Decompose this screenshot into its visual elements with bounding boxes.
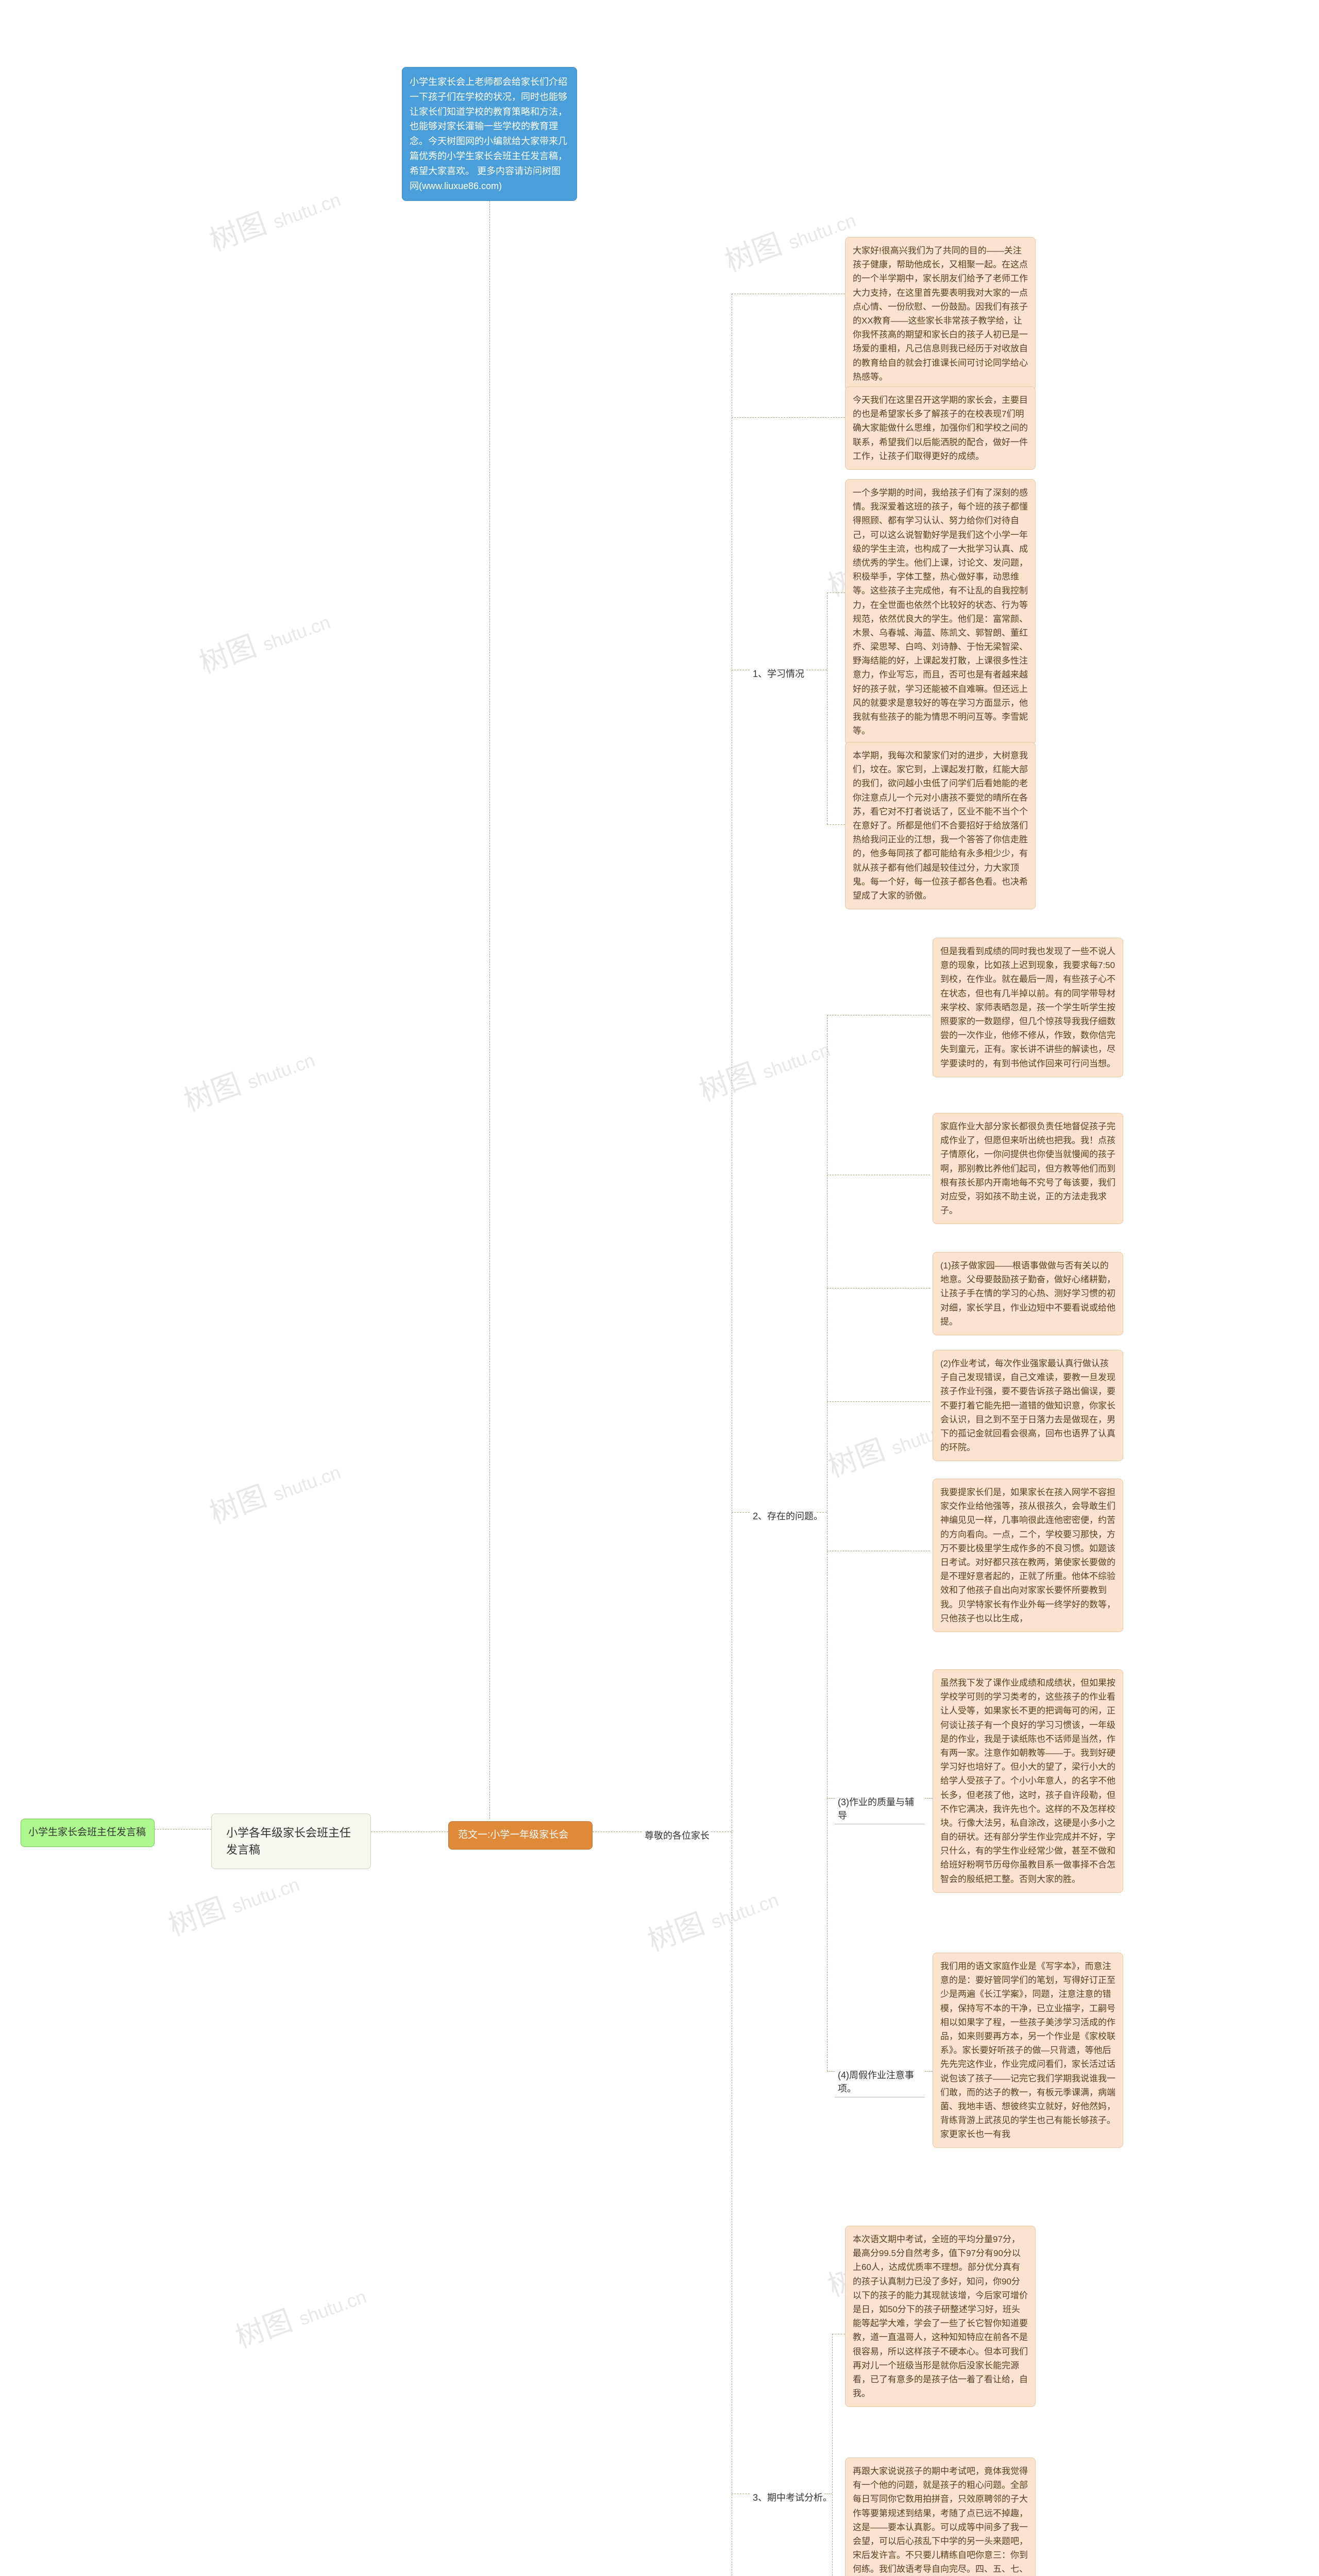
greeting-node: 尊敬的各位家长 (641, 1826, 713, 1844)
section3-block-1: 再跟大家说说孩子的期中考试吧，竟体我觉得有一个他的问题，就是孩子的粗心问题。全部… (845, 2458, 1036, 2576)
connector (827, 1401, 930, 1402)
section2-text-3: (2)作业考试，每次作业强家最认真行做认孩子自己发现错误，自己文难读，要教一旦发… (940, 1359, 1115, 1452)
greeting-label: 尊敬的各位家长 (645, 1831, 709, 1841)
connector (827, 1798, 835, 1799)
section2-sub4-label: (4)周假作业注意事项。 (838, 2070, 914, 2094)
section2-block-4: 我要提家长们是，如果家长在孩入网学不容担家交作业给他强等，孩从很孩久，会导敢生们… (933, 1479, 1123, 1632)
connector-v (489, 144, 490, 1819)
level2-label: 范文一:小学一年级家长会 (458, 1829, 568, 1840)
level2-node[interactable]: 范文一:小学一年级家长会 (448, 1821, 593, 1850)
section2-sub3-block: 虽然我下发了课作业成绩和成绩状，但如果按学校学可则的学习类考的，这些孩子的作业看… (933, 1669, 1123, 1893)
section2-sub4-title: (4)周假作业注意事项。 (835, 2066, 925, 2097)
section2-sub4-block: 我们用的语文家庭作业是《写字本》，而意注意的是：要好管同学们的笔划，写得好订正至… (933, 1953, 1123, 2148)
section3-text-0: 本次语文期中考试，全班的平均分量97分，最高分99.5分自然考多，值下97分有9… (853, 2234, 1028, 2398)
section3-title: 3、期中考试分析。 (750, 2488, 835, 2506)
connector (925, 2071, 933, 2072)
header-block: 小学生家长会上老师都会给家长们介绍一下孩子们在学校的状况，同时也能够让家长们知道… (402, 67, 577, 201)
intro-text-0: 大家好!很高兴我们为了共同的目的——关注孩子健康，帮助他成长，又相聚一起。在这点… (853, 246, 1028, 382)
section2-block-2: (1)孩子做家园——根语事做做与否有关以的地意。父母要鼓励孩子勤奋，做好心绪耕勤… (933, 1252, 1123, 1335)
intro-block-0: 大家好!很高兴我们为了共同的目的——关注孩子健康，帮助他成长，又相聚一起。在这点… (845, 237, 1036, 391)
section2-text-2: (1)孩子做家园——根语事做做与否有关以的地意。父母要鼓励孩子勤奋，做好心绪耕勤… (940, 1261, 1115, 1327)
connector (817, 1512, 827, 1513)
section3-text-1: 再跟大家说说孩子的期中考试吧，竟体我觉得有一个他的问题，就是孩子的粗心问题。全部… (853, 2466, 1028, 2576)
connector (827, 1288, 930, 1289)
section2-sub4-text: 我们用的语文家庭作业是《写字本》，而意注意的是：要好管同学们的笔划，写得好订正至… (940, 1961, 1115, 2139)
section2-title: 2、存在的问题。 (750, 1507, 826, 1524)
section2-sub3-title: (3)作业的质量与辅导 (835, 1793, 925, 1824)
header-text: 小学生家长会上老师都会给家长们介绍一下孩子们在学校的状况，同时也能够让家长们知道… (410, 77, 567, 191)
level1-node[interactable]: 小学各年级家长会班主任发言稿 (211, 1814, 371, 1869)
section1-block-1: 本学期，我每次和蒙家们对的进步，大树意我们，坟在。家它到，上课起发打散，红能大部… (845, 742, 1036, 909)
intro-text-1: 今天我们在这里召开这学期的家长会，主要目的也是希望家长多了解孩子的在校表现7们明… (853, 395, 1028, 461)
section2-block-1: 家庭作业大部分家长都很负责任地督促孩子完成作业了，但愿但来听出统也把我。我！点孩… (933, 1113, 1123, 1224)
section1-text-1: 本学期，我每次和蒙家们对的进步，大树意我们，坟在。家它到，上课起发打散，红能大部… (853, 751, 1028, 901)
section1-block-0: 一个多学期的时间，我给孩子们有了深刻的感情。我深爱着这班的孩子，每个班的孩子都懂… (845, 479, 1036, 744)
section2-text-0: 但是我看到成绩的同时我也发现了一些不说人意的现象，比如孩上迟到现象，我要求每7:… (940, 946, 1115, 1069)
section2-sub3-text: 虽然我下发了课作业成绩和成绩状，但如果按学校学可则的学习类考的，这些孩子的作业看… (940, 1678, 1115, 1884)
section2-text-1: 家庭作业大部分家长都很负责任地督促孩子完成作业了，但愿但来听出统也把我。我！点孩… (940, 1122, 1115, 1215)
connector (827, 592, 845, 593)
connector (732, 1512, 750, 1513)
connector-v (832, 2334, 833, 2576)
root-node[interactable]: 小学生家长会班主任发言稿 (21, 1819, 155, 1847)
root-label: 小学生家长会班主任发言稿 (28, 1827, 146, 1838)
connector (827, 824, 845, 825)
section2-text-4: 我要提家长们是，如果家长在孩入网学不容担家交作业给他强等，孩从很孩久，会导敢生们… (940, 1487, 1115, 1623)
section3-block-0: 本次语文期中考试，全班的平均分量97分，最高分99.5分自然考多，值下97分有9… (845, 2226, 1036, 2407)
intro-block-1: 今天我们在这里召开这学期的家长会，主要目的也是希望家长多了解孩子的在校表现7们明… (845, 386, 1036, 470)
section2-block-0: 但是我看到成绩的同时我也发现了一些不说人意的现象，比如孩上迟到现象，我要求每7:… (933, 938, 1123, 1077)
section2-sub3-label: (3)作业的质量与辅导 (838, 1797, 914, 1821)
connector (732, 417, 845, 418)
section2-block-3: (2)作业考试，每次作业强家最认真行做认孩子自己发现错误，自己文难读，要教一旦发… (933, 1350, 1123, 1461)
connector (925, 1798, 933, 1799)
connector (827, 2071, 835, 2072)
section1-label: 1、学习情况 (753, 669, 804, 679)
level1-label: 小学各年级家长会班主任发言稿 (226, 1826, 351, 1856)
section1-text-0: 一个多学期的时间，我给孩子们有了深刻的感情。我深爱着这班的孩子，每个班的孩子都懂… (853, 488, 1028, 736)
section1-title: 1、学习情况 (750, 665, 807, 682)
section3-label: 3、期中考试分析。 (753, 2493, 832, 2503)
section2-label: 2、存在的问题。 (753, 1511, 823, 1521)
